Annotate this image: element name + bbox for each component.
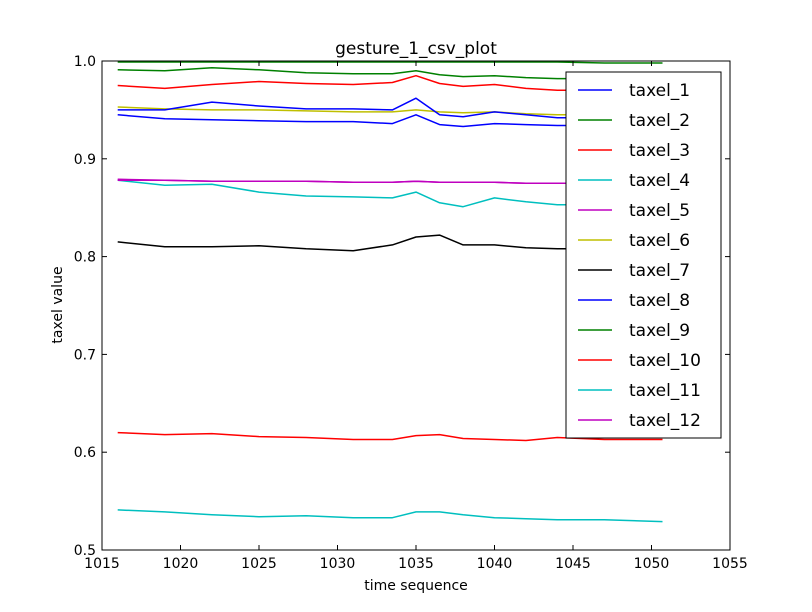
- legend-label: taxel_5: [629, 201, 690, 221]
- x-tick-label: 1050: [634, 556, 670, 572]
- x-axis: 1015 1020 1025 1030 1035 1040 1045 1050 1055: [84, 61, 748, 572]
- chart-title: gesture_1_csv_plot: [335, 39, 497, 59]
- legend-label: taxel_10: [629, 351, 701, 371]
- y-axis-label: taxel value: [50, 266, 66, 343]
- x-tick-label: 1025: [241, 556, 277, 572]
- legend-label: taxel_11: [629, 381, 701, 401]
- legend-box: [565, 71, 722, 439]
- series-line-taxel_1: [117, 114, 663, 128]
- y-tick-label: 0.7: [74, 347, 96, 363]
- series-line-taxel_9: [117, 67, 663, 80]
- x-tick-label: 1015: [84, 556, 120, 572]
- series-line-taxel_4: [117, 179, 663, 208]
- series-line-taxel_10: [117, 431, 663, 442]
- series-line-taxel_7: [117, 234, 663, 252]
- y-tick-label: 0.8: [74, 250, 96, 266]
- x-tick-label: 1030: [320, 556, 356, 572]
- series-line-taxel_8: [117, 97, 663, 119]
- y-tick-label: 0.6: [74, 445, 96, 461]
- x-tick-label: 1035: [398, 556, 434, 572]
- x-axis-label: time sequence: [364, 578, 468, 594]
- y-tick-label: 1.0: [74, 54, 96, 70]
- legend-label: taxel_4: [629, 171, 690, 191]
- legend-label: taxel_9: [629, 321, 690, 341]
- legend-label: taxel_12: [629, 411, 701, 431]
- legend-label: taxel_7: [629, 261, 690, 281]
- x-tick-label: 1045: [555, 556, 591, 572]
- y-tick-label: 0.5: [74, 543, 96, 559]
- y-axis: 0.5 0.6 0.7 0.8 0.9 1.0: [74, 54, 730, 559]
- legend-label: taxel_1: [629, 81, 690, 101]
- series-line-taxel_6: [117, 106, 663, 117]
- series-line-taxel_3: [117, 74, 663, 93]
- x-tick-label: 1040: [477, 556, 513, 572]
- series-line-taxel_12: [117, 179, 663, 185]
- legend-label: taxel_3: [629, 141, 690, 161]
- legend-label: taxel_8: [629, 291, 690, 311]
- legend: taxel_1 taxel_2 taxel_3 taxel_4 taxel_5taxel…: [565, 71, 722, 439]
- y-tick-label: 0.9: [74, 152, 96, 168]
- legend-label: taxel_6: [629, 231, 690, 251]
- x-tick-label: 1020: [163, 556, 199, 572]
- x-tick-label: 1055: [712, 556, 748, 572]
- series-line-taxel_11: [117, 509, 663, 523]
- series-layer: [117, 61, 663, 523]
- legend-label: taxel_2: [629, 111, 690, 131]
